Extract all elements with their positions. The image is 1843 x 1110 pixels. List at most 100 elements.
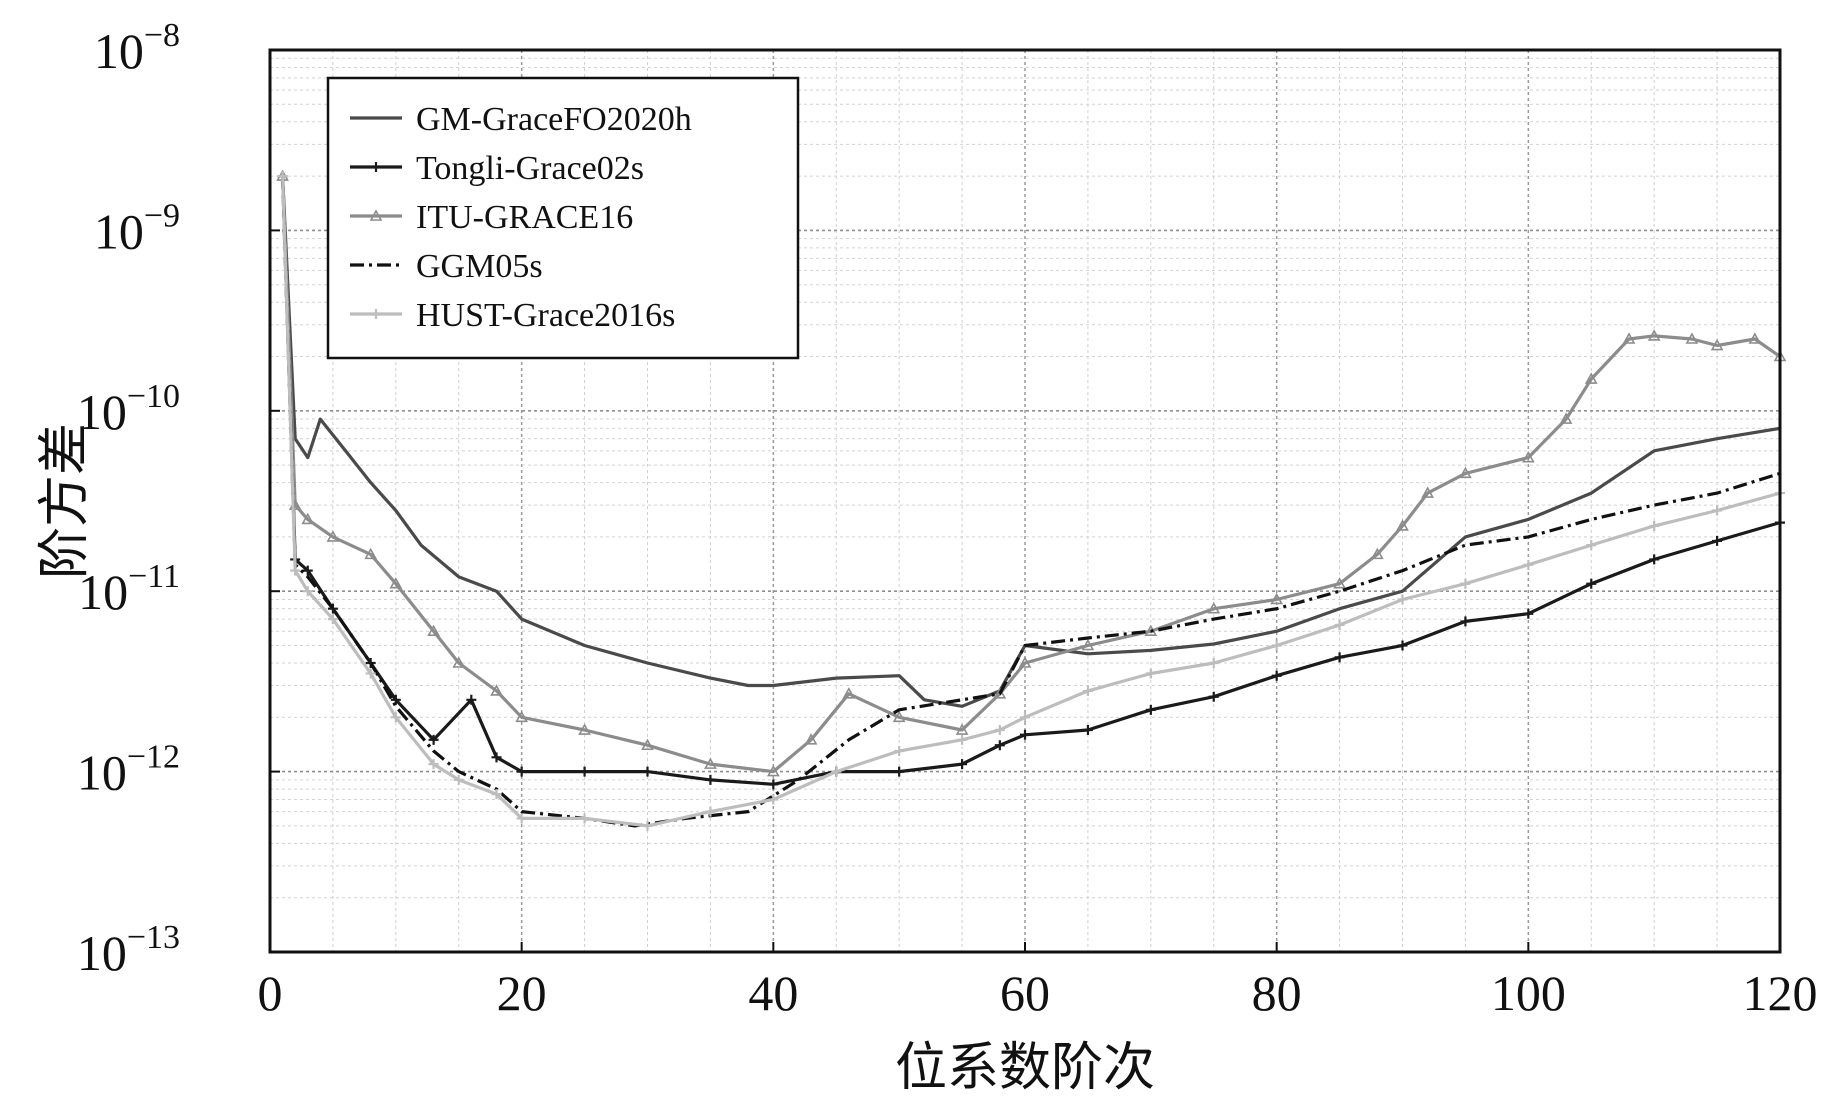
x-tick-label: 120 bbox=[1743, 965, 1818, 1021]
data-point bbox=[579, 766, 590, 777]
data-point bbox=[301, 512, 315, 525]
y-tick-exponent: −12 bbox=[127, 739, 180, 776]
series-HUST-Grace2016s bbox=[277, 171, 1785, 831]
data-point bbox=[1748, 332, 1762, 344]
data-point bbox=[1397, 594, 1408, 605]
data-point bbox=[831, 766, 842, 777]
data-point bbox=[1207, 602, 1221, 614]
data-point bbox=[1559, 412, 1573, 424]
data-point bbox=[327, 603, 338, 614]
data-point bbox=[327, 614, 338, 625]
legend-label: ITU-GRACE16 bbox=[416, 199, 633, 236]
data-point bbox=[1712, 535, 1723, 546]
x-tick-label: 100 bbox=[1491, 965, 1566, 1021]
y-tick-exponent: −13 bbox=[127, 919, 180, 956]
y-tick-exponent: −10 bbox=[127, 378, 180, 415]
data-point bbox=[1710, 338, 1724, 351]
data-point bbox=[1397, 640, 1408, 651]
data-point bbox=[491, 752, 502, 763]
data-point bbox=[955, 723, 969, 735]
data-point bbox=[1208, 657, 1219, 668]
data-point bbox=[371, 309, 381, 319]
data-point bbox=[365, 668, 376, 679]
data-point bbox=[1712, 505, 1723, 516]
series-line bbox=[281, 176, 1781, 828]
data-point bbox=[1334, 619, 1345, 630]
data-point bbox=[516, 766, 527, 777]
legend: GM-GraceFO2020h Tongli-Grace02s ITU-GRACE1… bbox=[326, 76, 800, 360]
data-point bbox=[641, 738, 654, 751]
data-point bbox=[364, 547, 378, 560]
series-line bbox=[281, 176, 1781, 708]
data-point bbox=[894, 746, 905, 757]
y-tick-exponent: −9 bbox=[144, 197, 180, 234]
data-point bbox=[466, 694, 477, 705]
data-point bbox=[578, 723, 591, 735]
series-line bbox=[281, 176, 1781, 774]
data-point bbox=[452, 656, 466, 668]
data-point bbox=[642, 766, 653, 777]
data-point bbox=[892, 710, 906, 723]
data-point bbox=[1460, 616, 1471, 627]
x-tick-label: 60 bbox=[1000, 965, 1050, 1021]
data-point bbox=[705, 774, 716, 785]
data-point bbox=[1370, 547, 1384, 560]
data-point bbox=[1145, 668, 1156, 679]
data-point bbox=[579, 813, 590, 824]
x-axis-title: 位系数阶次 bbox=[895, 1038, 1155, 1098]
data-point bbox=[1421, 486, 1435, 498]
data-point bbox=[766, 764, 780, 777]
data-point bbox=[390, 712, 401, 723]
data-point bbox=[1685, 332, 1699, 344]
data-point bbox=[1459, 466, 1472, 479]
data-point bbox=[302, 565, 313, 576]
legend-box bbox=[326, 76, 800, 360]
data-point bbox=[1018, 656, 1032, 668]
data-point bbox=[1586, 540, 1597, 551]
data-point bbox=[842, 687, 856, 699]
data-point bbox=[1082, 725, 1093, 736]
data-point bbox=[390, 694, 401, 705]
data-point bbox=[1521, 450, 1535, 463]
series-GM-GraceFO2020h bbox=[281, 176, 1781, 708]
series-lines bbox=[276, 169, 1787, 831]
data-point bbox=[1082, 685, 1093, 696]
data-point bbox=[1020, 712, 1030, 723]
data-point bbox=[428, 734, 439, 745]
data-point bbox=[1460, 578, 1471, 589]
data-point bbox=[1649, 520, 1660, 531]
data-point bbox=[491, 789, 502, 800]
data-point bbox=[1649, 554, 1660, 565]
legend-label: Tongli-Grace02s bbox=[416, 150, 644, 187]
data-point bbox=[371, 162, 381, 172]
legend-label: GGM05s bbox=[416, 248, 543, 285]
data-point bbox=[957, 734, 968, 745]
data-point bbox=[894, 766, 905, 777]
data-point bbox=[1523, 559, 1534, 570]
data-point bbox=[1208, 691, 1219, 702]
y-tick-exponent: −11 bbox=[128, 558, 180, 595]
data-point bbox=[1333, 577, 1346, 589]
data-point bbox=[1586, 578, 1597, 589]
data-point bbox=[994, 725, 1005, 736]
data-point bbox=[642, 820, 653, 831]
y-axis-title: 阶方差 bbox=[35, 423, 95, 579]
data-point bbox=[1020, 729, 1030, 740]
x-tick-label: 80 bbox=[1252, 965, 1302, 1021]
data-point bbox=[704, 757, 717, 769]
legend-label: GM-GraceFO2020h bbox=[416, 101, 692, 138]
data-point bbox=[1334, 652, 1345, 663]
x-tick-label: 20 bbox=[497, 965, 547, 1021]
data-point bbox=[804, 733, 818, 745]
x-tick-label: 0 bbox=[258, 965, 283, 1021]
series-Tongli-Grace02s bbox=[277, 171, 1785, 790]
y-tick-label: 10−9 bbox=[94, 197, 180, 259]
data-point bbox=[1270, 592, 1284, 605]
data-point bbox=[1647, 329, 1661, 341]
series-GGM05s bbox=[281, 176, 1781, 828]
data-point bbox=[490, 684, 503, 696]
data-point bbox=[389, 577, 403, 589]
x-tick-label: 40 bbox=[748, 965, 798, 1021]
